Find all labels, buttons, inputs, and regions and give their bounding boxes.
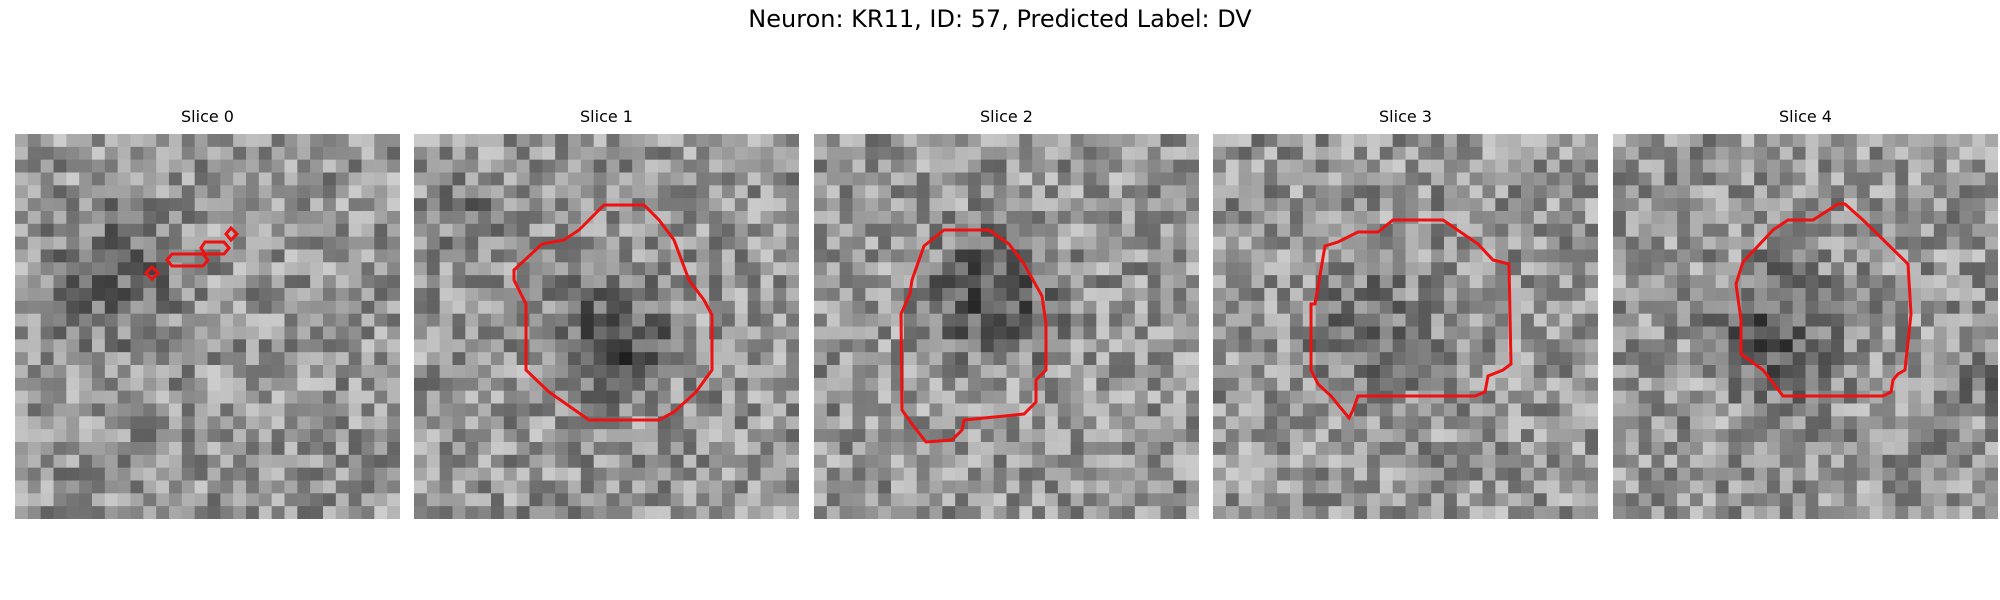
slice-title-0: Slice 0 <box>181 107 234 126</box>
pixel-grid-2 <box>814 134 1199 519</box>
pixel-grid-0 <box>15 134 400 519</box>
roi-contour-1 <box>512 203 714 422</box>
slice-title-2: Slice 2 <box>980 107 1033 126</box>
slice-image-3 <box>1213 134 1598 519</box>
slice-title-1: Slice 1 <box>580 107 633 126</box>
slice-panel-1: Slice 1 <box>414 107 799 519</box>
slice-panel-2: Slice 2 <box>814 107 1199 519</box>
slice-title-4: Slice 4 <box>1779 107 1832 126</box>
slice-image-0 <box>15 134 400 519</box>
roi-contour-3 <box>1309 218 1513 421</box>
slice-image-2 <box>814 134 1199 519</box>
slice-panel-4: Slice 4 <box>1613 107 1998 519</box>
pixel-grid-3 <box>1213 134 1598 519</box>
roi-contour-0 <box>143 225 240 282</box>
pixel-grid-1 <box>414 134 799 519</box>
figure-title: Neuron: KR11, ID: 57, Predicted Label: D… <box>748 5 1252 33</box>
slice-image-4 <box>1613 134 1998 519</box>
slice-image-1 <box>414 134 799 519</box>
roi-contour-4 <box>1734 202 1913 398</box>
slice-panel-0: Slice 0 <box>15 107 400 519</box>
pixel-grid-4 <box>1613 134 1998 519</box>
slice-panel-3: Slice 3 <box>1213 107 1598 519</box>
roi-contour-2 <box>899 228 1048 444</box>
slice-title-3: Slice 3 <box>1379 107 1432 126</box>
